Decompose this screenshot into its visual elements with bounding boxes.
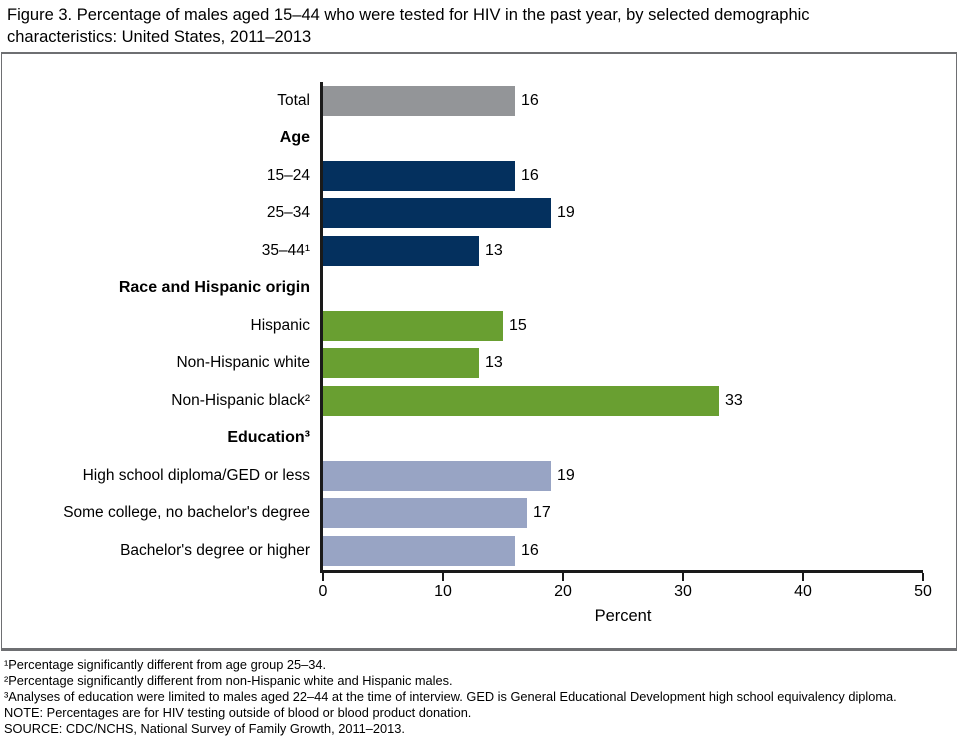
category-label: Total bbox=[277, 91, 310, 109]
bar bbox=[323, 235, 479, 266]
bar bbox=[323, 535, 515, 566]
category-label: Non-Hispanic black² bbox=[171, 391, 310, 409]
bar-value-label: 16 bbox=[521, 541, 539, 559]
category-label: Hispanic bbox=[250, 316, 310, 334]
group-header-label: Education³ bbox=[227, 429, 310, 447]
bar bbox=[323, 385, 719, 416]
x-axis-tick-label: 40 bbox=[794, 583, 812, 600]
bar-value-label: 13 bbox=[485, 354, 503, 372]
category-label: Some college, no bachelor's degree bbox=[63, 504, 310, 522]
group-header-row: Race and Hispanic origin bbox=[2, 270, 956, 308]
bar-row: Bachelor's degree or higher 16 bbox=[2, 532, 956, 570]
bar bbox=[323, 310, 503, 341]
category-label: 35–44¹ bbox=[261, 241, 310, 259]
x-axis-tick-label: 10 bbox=[434, 583, 452, 600]
footnote-line: ¹Percentage significantly different from… bbox=[4, 657, 327, 672]
x-axis-tick-label: 20 bbox=[554, 583, 572, 600]
footnotes: ¹Percentage significantly different from… bbox=[4, 657, 897, 737]
footnote-line: NOTE: Percentages are for HIV testing ou… bbox=[4, 704, 472, 720]
bar-row: Total 16 bbox=[2, 82, 956, 120]
bar-value-label: 19 bbox=[557, 204, 575, 222]
bar bbox=[323, 460, 551, 491]
footnote-line: SOURCE: CDC/NCHS, National Survey of Fam… bbox=[4, 720, 405, 736]
x-axis-tick-mark bbox=[442, 573, 444, 581]
group-header-label: Race and Hispanic origin bbox=[118, 279, 310, 297]
bar bbox=[323, 198, 551, 229]
bar-row: 15–24 16 bbox=[2, 157, 956, 195]
bar-row: Non-Hispanic white 13 bbox=[2, 345, 956, 383]
x-axis-tick-mark bbox=[682, 573, 684, 581]
bar bbox=[323, 85, 515, 116]
bar-row: Hispanic 15 bbox=[2, 307, 956, 345]
bar-row: Some college, no bachelor's degree 17 bbox=[2, 495, 956, 533]
group-header-row: Age bbox=[2, 120, 956, 158]
bar-row: High school diploma/GED or less 19 bbox=[2, 457, 956, 495]
figure-title: Figure 3. Percentage of males aged 15–44… bbox=[7, 6, 810, 46]
bar-value-label: 16 bbox=[521, 166, 539, 184]
footnote-line: ²Percentage significantly different from… bbox=[4, 672, 453, 688]
x-axis-line bbox=[320, 570, 923, 573]
x-axis-tick-label: 30 bbox=[674, 583, 692, 600]
category-label: High school diploma/GED or less bbox=[82, 466, 310, 484]
bar-value-label: 13 bbox=[485, 241, 503, 259]
category-label: Bachelor's degree or higher bbox=[120, 541, 310, 559]
x-axis-tick-mark bbox=[322, 573, 324, 581]
bar-value-label: 17 bbox=[533, 504, 551, 522]
y-axis-line bbox=[320, 82, 323, 573]
bar-value-label: 33 bbox=[725, 391, 743, 409]
chart-rows: Total 16 Age 15–24 16 25–34 19 35–44¹ 13 Race and… bbox=[2, 82, 956, 570]
chart-plot-area: Total 16 Age 15–24 16 25–34 19 35–44¹ 13 Race and… bbox=[1, 52, 957, 651]
bar-row: 35–44¹ 13 bbox=[2, 232, 956, 270]
bar bbox=[323, 348, 479, 379]
x-axis-tick-mark bbox=[802, 573, 804, 581]
footnote-line: ³Analyses of education were limited to m… bbox=[4, 688, 897, 704]
bar-row: 25–34 19 bbox=[2, 195, 956, 233]
x-axis-tick-mark bbox=[922, 573, 924, 581]
x-axis-tick-label: 50 bbox=[914, 583, 932, 600]
bar-row: Non-Hispanic black² 33 bbox=[2, 382, 956, 420]
bar-value-label: 16 bbox=[521, 91, 539, 109]
bar bbox=[323, 498, 527, 529]
bar bbox=[323, 160, 515, 191]
x-axis-tick-mark bbox=[562, 573, 564, 581]
bar-value-label: 15 bbox=[509, 316, 527, 334]
bar-value-label: 19 bbox=[557, 466, 575, 484]
group-header-row: Education³ bbox=[2, 420, 956, 458]
category-label: Non-Hispanic white bbox=[176, 354, 310, 372]
category-label: 15–24 bbox=[266, 166, 310, 184]
category-label: 25–34 bbox=[266, 204, 310, 222]
group-header-label: Age bbox=[279, 129, 310, 147]
x-axis-tick-label: 0 bbox=[318, 583, 328, 600]
x-axis-title: Percent bbox=[594, 607, 652, 625]
